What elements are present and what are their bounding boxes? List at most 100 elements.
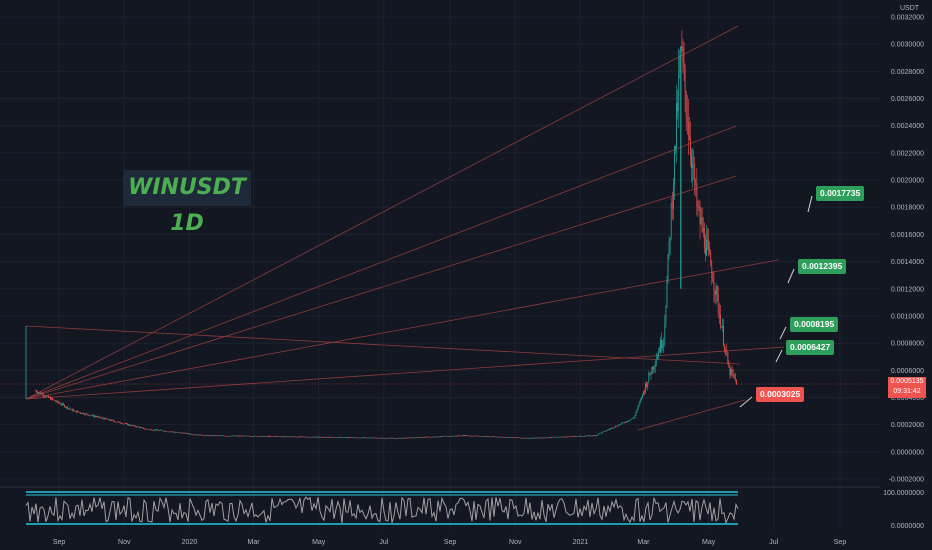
candle-body bbox=[148, 429, 150, 430]
candle-body bbox=[490, 436, 492, 438]
price-tick-label: 0.0004000 bbox=[891, 395, 924, 402]
candle-body bbox=[381, 438, 383, 439]
candle-body bbox=[236, 435, 237, 437]
price-tick-label: 0.0006000 bbox=[891, 368, 924, 375]
candle-body bbox=[348, 437, 350, 439]
candle-body bbox=[229, 436, 231, 437]
candle-body bbox=[129, 424, 131, 426]
candle-body bbox=[561, 436, 563, 438]
candle-body bbox=[723, 326, 724, 346]
candle-body bbox=[444, 436, 446, 437]
candle-body bbox=[587, 435, 589, 437]
candle-body bbox=[201, 434, 203, 436]
candle-body bbox=[469, 435, 471, 437]
candle-body bbox=[621, 422, 623, 424]
candle-body bbox=[666, 280, 668, 308]
candle-body bbox=[286, 436, 288, 437]
candlestick-series bbox=[35, 30, 737, 440]
candle-body bbox=[678, 73, 680, 111]
candle-body bbox=[622, 422, 624, 424]
price-tick-label: 0.0010000 bbox=[891, 313, 924, 320]
candle-body bbox=[337, 437, 339, 438]
candle-body bbox=[593, 435, 595, 436]
candle-body bbox=[195, 434, 197, 436]
callout-arrow bbox=[807, 195, 813, 213]
candle-body bbox=[338, 437, 340, 438]
candle-body bbox=[474, 435, 476, 437]
candle-body bbox=[574, 436, 576, 437]
candle-body bbox=[629, 420, 630, 421]
candle-body bbox=[354, 437, 356, 439]
candle-body bbox=[206, 435, 207, 436]
candle-body bbox=[160, 430, 161, 431]
candle-body bbox=[521, 437, 523, 439]
candle-body bbox=[262, 435, 264, 437]
candle-body bbox=[165, 430, 167, 432]
candle-body bbox=[399, 437, 401, 439]
candle-body bbox=[432, 436, 434, 438]
candle-body bbox=[100, 417, 102, 419]
candle-body bbox=[409, 437, 410, 439]
candle-body bbox=[722, 326, 723, 328]
candle-body bbox=[367, 437, 369, 439]
candle-body bbox=[624, 422, 626, 423]
trend-line bbox=[25, 175, 737, 400]
candle-body bbox=[554, 436, 556, 438]
candle-body bbox=[481, 436, 483, 437]
candle-body bbox=[261, 435, 263, 437]
price-tick-label: 0.0000000 bbox=[891, 449, 924, 456]
candle-body bbox=[164, 430, 166, 432]
candle-body bbox=[93, 416, 95, 417]
candle-body bbox=[549, 437, 550, 438]
candle-body bbox=[401, 438, 403, 439]
candle-body bbox=[496, 436, 498, 438]
candle-body bbox=[137, 426, 139, 428]
candle-body bbox=[706, 240, 707, 256]
candle-body bbox=[508, 437, 510, 438]
candle-body bbox=[576, 436, 578, 438]
candle-body bbox=[316, 437, 317, 438]
candle-body bbox=[440, 436, 441, 438]
candle-body bbox=[62, 403, 64, 405]
candle-body bbox=[273, 436, 275, 438]
candle-body bbox=[196, 434, 198, 436]
candle-body bbox=[671, 202, 673, 209]
candle-body bbox=[214, 435, 216, 436]
candle-body bbox=[53, 399, 55, 401]
candle-countdown: 09:31:42 bbox=[893, 388, 921, 395]
candle-body bbox=[439, 436, 440, 438]
candle-body bbox=[684, 67, 686, 93]
candle-body bbox=[471, 435, 472, 437]
candle-body bbox=[289, 436, 291, 438]
candle-body bbox=[117, 421, 119, 423]
candle-body bbox=[700, 217, 702, 224]
candle-body bbox=[422, 437, 424, 438]
candle-body bbox=[616, 425, 618, 427]
candle-body bbox=[364, 437, 366, 439]
candle-body bbox=[536, 437, 538, 439]
candle-body bbox=[249, 436, 251, 437]
candle-body bbox=[270, 436, 272, 437]
candle-body bbox=[497, 436, 499, 438]
time-tick-label: Jul bbox=[379, 539, 388, 546]
candle-body bbox=[101, 417, 103, 419]
candle-body bbox=[299, 436, 300, 438]
candle-body bbox=[380, 437, 382, 439]
candle-body bbox=[70, 408, 72, 410]
candle-body bbox=[315, 436, 316, 438]
candle-body bbox=[356, 437, 358, 438]
candle-body bbox=[41, 393, 43, 395]
candle-body bbox=[565, 436, 566, 438]
candle-body bbox=[620, 423, 622, 425]
candle-body bbox=[343, 437, 345, 438]
candle-body bbox=[387, 438, 389, 439]
candle-body bbox=[418, 437, 420, 438]
candle-body bbox=[155, 429, 157, 431]
candle-body bbox=[134, 425, 136, 427]
candle-body bbox=[173, 431, 174, 433]
candle-body bbox=[352, 437, 354, 439]
current-price-tag: 0.0005135 09:31:42 bbox=[888, 377, 926, 398]
candle-body bbox=[462, 435, 464, 437]
candle-body bbox=[520, 437, 521, 439]
